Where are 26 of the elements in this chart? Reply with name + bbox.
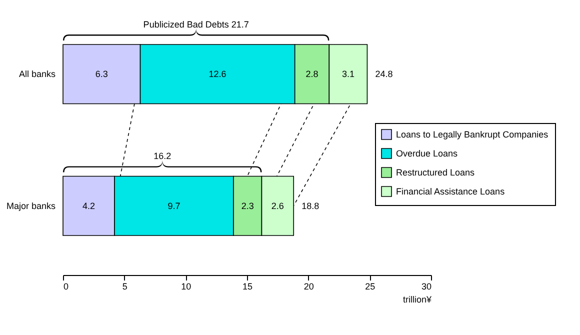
x-tick-label: 5 — [122, 282, 128, 292]
data-label: 3.1 — [342, 69, 354, 80]
data-label: 6.3 — [95, 69, 108, 80]
x-tick-label: 25 — [365, 282, 376, 292]
total-label: 24.8 — [375, 69, 393, 80]
annotation: 16.2 — [154, 151, 172, 162]
annotation: Publicized Bad Debts 21.7 — [143, 20, 249, 30]
y-tick-label: Major banks — [6, 200, 56, 211]
x-axis-title: trillion¥ — [402, 294, 432, 304]
legend-label: Overdue Loans — [396, 148, 458, 158]
y-tick-label: All banks — [18, 69, 56, 80]
data-label: 2.3 — [241, 200, 254, 211]
x-tick-label: 30 — [421, 282, 432, 292]
legend-label: Restructured Loans — [396, 168, 476, 178]
legend-label: Financial Assistance Loans — [396, 186, 506, 196]
data-label: 2.8 — [306, 69, 318, 80]
data-label: 9.7 — [168, 200, 180, 211]
legend-label: Loans to Legally Bankrupt Companies — [396, 130, 549, 140]
data-label: 4.2 — [82, 200, 96, 211]
x-tick-label: 15 — [242, 282, 253, 292]
x-tick-label: 20 — [304, 282, 314, 292]
total-label: 18.8 — [302, 200, 320, 211]
x-tick-label: 10 — [181, 282, 192, 292]
data-label: 12.6 — [208, 69, 226, 80]
data-label: 2.6 — [271, 200, 284, 211]
x-tick-label: 0 — [64, 282, 69, 292]
